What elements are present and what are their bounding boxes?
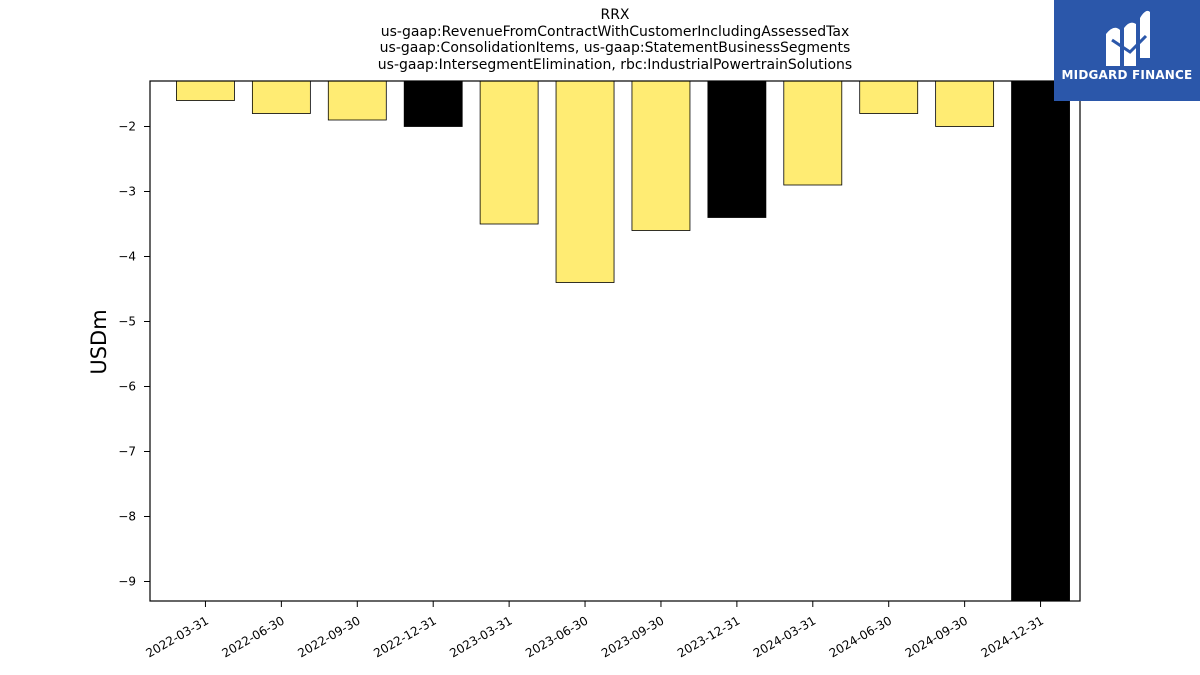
- bar-2023-12-31: [707, 81, 767, 218]
- bar-2022-09-30: [327, 81, 387, 121]
- bar-2023-09-30: [631, 81, 691, 231]
- bar-2024-09-30: [935, 81, 995, 127]
- x-tick-label: 2024-09-30: [903, 613, 970, 660]
- bar-2022-06-30: [251, 81, 311, 114]
- x-tick-label: 2024-12-31: [979, 613, 1046, 660]
- logo-mark-icon: [1106, 10, 1150, 67]
- y-tick-label: −3: [118, 185, 136, 199]
- y-axis-label: USDm: [87, 309, 111, 374]
- x-tick-label: 2022-03-31: [144, 613, 211, 660]
- plot-frame: [149, 80, 1081, 602]
- bar-2024-03-31: [783, 81, 843, 186]
- x-tick-label: 2022-12-31: [371, 613, 438, 660]
- x-tick-label: 2022-09-30: [295, 613, 362, 660]
- chart-title-line-4: us-gaap:IntersegmentElimination, rbc:Ind…: [377, 56, 853, 73]
- y-axis: −2 −3 −4 −5 −6 −7 −8 −9: [118, 120, 150, 589]
- midgard-finance-logo: MIDGARD FINANCE: [1054, 0, 1200, 101]
- bars-group: [176, 81, 1070, 601]
- x-tick-label: 2024-03-31: [751, 613, 818, 660]
- bar-2023-03-31: [479, 81, 539, 225]
- x-tick-label: 2023-09-30: [599, 613, 666, 660]
- x-tick-label: 2023-03-31: [447, 613, 514, 660]
- y-tick-label: −5: [118, 315, 136, 329]
- y-tick-label: −7: [118, 445, 136, 459]
- bar-2022-03-31: [176, 81, 235, 101]
- y-tick-label: −6: [118, 380, 136, 394]
- x-axis: 2022-03-31 2022-06-30 2022-09-30 2022-12-31…: [144, 601, 1046, 660]
- y-tick-label: −8: [118, 510, 136, 524]
- x-tick-label: 2023-06-30: [523, 613, 590, 660]
- x-tick-label: 2023-12-31: [675, 613, 742, 660]
- chart-title-line-1: RRX: [600, 7, 630, 23]
- chart-title-line-3: us-gaap:ConsolidationItems, us-gaap:Stat…: [379, 40, 851, 56]
- bar-2024-12-31: [1011, 81, 1070, 601]
- x-tick-label: 2024-06-30: [827, 613, 894, 660]
- chart-title-line-2: us-gaap:RevenueFromContractWithCustomerI…: [380, 23, 850, 40]
- bar-2024-06-30: [859, 81, 919, 114]
- bar-2022-12-31: [403, 81, 463, 127]
- y-tick-label: −2: [118, 120, 136, 134]
- bar-2023-06-30: [555, 81, 615, 283]
- y-tick-label: −9: [118, 575, 136, 589]
- x-tick-label: 2022-06-30: [219, 613, 286, 660]
- chart-title: RRX us-gaap:RevenueFromContractWithCusto…: [150, 7, 1080, 73]
- y-tick-label: −4: [118, 250, 136, 264]
- logo-text: MIDGARD FINANCE: [1061, 68, 1193, 82]
